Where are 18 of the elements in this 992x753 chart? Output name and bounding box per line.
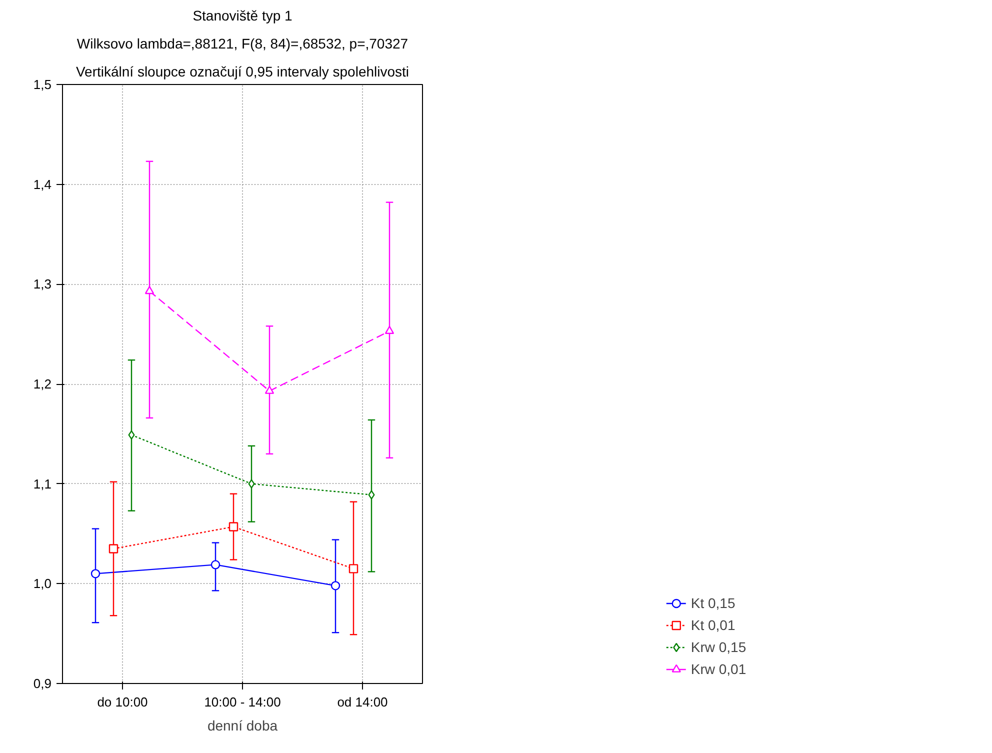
legend-label: Kt 0,01 bbox=[690, 616, 736, 635]
chart-title: Stanoviště typ 1 bbox=[192, 8, 293, 24]
chart-subtitle: Wilksovo lambda=,88121, F(8, 84)=,68532, p=,70327 bbox=[76, 36, 408, 52]
x-tick-label: od 14:00 bbox=[337, 694, 388, 710]
legend-label: Krw 0,15 bbox=[690, 638, 746, 657]
y-tick-label: 1,4 bbox=[33, 176, 52, 192]
x-tick-label: 10:00 - 14:00 bbox=[204, 694, 281, 710]
y-tick-label: 1,3 bbox=[33, 276, 52, 292]
y-tick-label: 1,1 bbox=[33, 476, 52, 492]
text: Vertikální sloupce označují 0,95 intervaly spolehlivosti bbox=[76, 64, 410, 80]
y-tick-label: 1,2 bbox=[33, 376, 52, 392]
legend-label: Kt 0,15 bbox=[690, 594, 736, 613]
legend-label: Krw 0,01 bbox=[690, 660, 746, 679]
y-tick-label: 0,9 bbox=[33, 676, 52, 691]
x-axis-title: denní doba bbox=[207, 718, 278, 734]
x-tick-label: do 10:00 bbox=[97, 694, 148, 710]
y-tick-label: 1,0 bbox=[33, 576, 52, 592]
y-tick-label: 1,5 bbox=[33, 77, 52, 92]
